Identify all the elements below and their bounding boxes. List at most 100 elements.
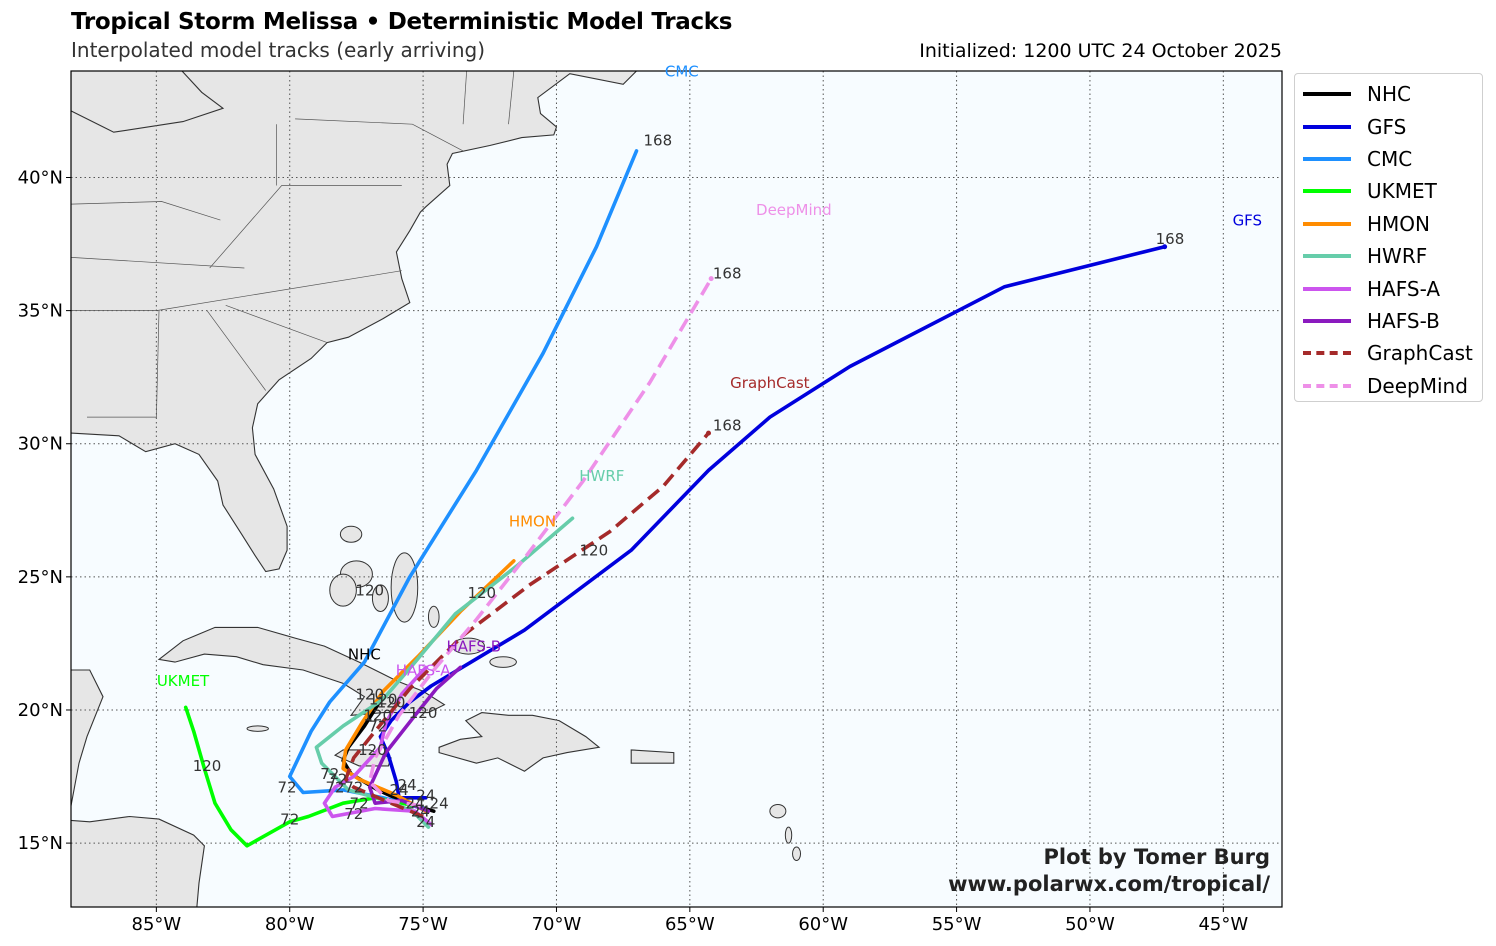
forecast-hour-label: 120	[409, 704, 438, 722]
lon-tick-label: 50°W	[1065, 914, 1115, 935]
lat-tick-label: 35°N	[18, 301, 63, 322]
forecast-hour-label: 72	[278, 779, 297, 797]
legend-swatch	[1303, 318, 1351, 323]
map-frame	[70, 70, 1283, 908]
state-border	[295, 118, 464, 152]
model-tracks	[183, 149, 1168, 848]
forecast-hour-label: 120	[358, 741, 387, 759]
lon-tick-label: 60°W	[798, 914, 848, 935]
forecast-hour-label: 24	[416, 813, 435, 831]
legend: NHC GFS CMC UKMET HMON HWRF HAFS-A HAFS-B GraphC…	[1294, 73, 1483, 402]
forecast-hour-label: 120	[579, 542, 608, 560]
chart-subtitle: Interpolated model tracks (early arrivin…	[71, 38, 486, 62]
legend-item-hwrf: HWRF	[1295, 240, 1482, 272]
lon-tick-label: 80°W	[265, 914, 315, 935]
legend-label: GFS	[1367, 114, 1407, 139]
lat-tick-label: 20°N	[18, 700, 63, 721]
lat-tick-label: 40°N	[18, 167, 63, 188]
track-ukmet	[183, 705, 417, 848]
state-border	[225, 304, 328, 343]
credit-author: Plot by Tomer Burg	[1043, 845, 1271, 869]
legend-swatch	[1303, 92, 1351, 97]
legend-item-hmon: HMON	[1295, 208, 1482, 240]
forecast-hour-label: 72	[328, 771, 347, 789]
track-end-marker	[1162, 244, 1168, 250]
chart-title: Tropical Storm Melissa • Deterministic M…	[71, 9, 733, 35]
small-island	[769, 803, 787, 819]
legend-item-gfs: GFS	[1295, 110, 1482, 142]
legend-swatch	[1303, 286, 1351, 291]
state-border	[71, 201, 221, 221]
central-america	[71, 669, 205, 907]
legend-label: HMON	[1367, 211, 1430, 236]
forecast-hour-label: 168	[644, 132, 673, 150]
legend-item-nhc: NHC	[1295, 78, 1482, 110]
legend-label: CMC	[1367, 146, 1413, 171]
forecast-hour-label: 24	[398, 776, 417, 794]
forecast-hour-label: 120	[467, 584, 496, 602]
small-island	[371, 584, 389, 612]
forecast-hour-label: 120	[369, 691, 398, 709]
lon-tick-label: 75°W	[398, 914, 448, 935]
legend-label: HWRF	[1367, 244, 1428, 269]
puerto-rico	[630, 749, 675, 764]
legend-item-deepmind: DeepMind	[1295, 370, 1482, 402]
forecast-hour-label: 72	[320, 765, 339, 783]
lat-tick-label: 15°N	[18, 833, 63, 854]
credit-url: www.polarwx.com/tropical/	[948, 872, 1270, 896]
forecast-hour-label: 72	[368, 717, 387, 735]
legend-swatch	[1303, 156, 1351, 161]
model-name-label: GFS	[1233, 211, 1263, 229]
state-border	[462, 71, 467, 125]
legend-label: GraphCast	[1367, 341, 1473, 366]
lon-tick-label: 85°W	[132, 914, 182, 935]
lat-tick-label: 25°N	[18, 567, 63, 588]
lon-tick-label: 65°W	[665, 914, 715, 935]
state-border	[71, 257, 245, 269]
legend-label: HAFS-B	[1367, 308, 1440, 333]
cuba	[157, 626, 446, 716]
graticule	[71, 71, 1282, 907]
forecast-hour-label: 72	[350, 794, 369, 812]
forecast-hour-label: 24	[430, 794, 449, 812]
model-name-label: DeepMind	[756, 201, 832, 219]
forecast-hour-label: 120	[363, 707, 392, 725]
small-island	[489, 656, 517, 668]
track-labels: NHC2472120168GFS7212016872120UKMET72120H…	[157, 132, 1262, 832]
legend-swatch	[1303, 124, 1351, 129]
initialization-time: Initialized: 1200 UTC 24 October 2025	[919, 40, 1282, 62]
forecast-hour-label: 120	[355, 685, 384, 703]
legend-item-hafs-a: HAFS-A	[1295, 272, 1482, 304]
legend-swatch	[1303, 189, 1351, 194]
legend-item-graphcast: GraphCast	[1295, 337, 1482, 369]
model-name-label: HMON	[509, 512, 556, 530]
forecast-hour-label: 120	[193, 757, 222, 775]
model-name-label: HAFS-B	[446, 637, 501, 655]
track-gfs	[378, 244, 1167, 800]
forecast-hour-label: 72	[344, 779, 363, 797]
state-border	[209, 185, 402, 269]
forecast-hour-label: 72	[344, 805, 363, 823]
track-end-marker	[706, 430, 712, 436]
legend-label: UKMET	[1367, 179, 1437, 204]
track-end-marker	[708, 276, 714, 282]
forecast-hour-label: 72	[280, 810, 299, 828]
lon-tick-label: 55°W	[932, 914, 982, 935]
forecast-hour-label: 120	[377, 693, 406, 711]
legend-label: NHC	[1367, 82, 1411, 107]
great-lakes-cutout	[71, 71, 225, 133]
forecast-hour-label: 24	[416, 787, 435, 805]
land-layer	[71, 71, 802, 907]
model-name-label: UKMET	[157, 672, 210, 690]
track-deepmind	[367, 277, 713, 808]
forecast-hour-label: 168	[713, 416, 742, 434]
forecast-hour-label: 24	[406, 794, 425, 812]
legend-swatch	[1303, 254, 1351, 259]
model-name-label: HWRF	[579, 467, 624, 485]
lat-tick-label: 30°N	[18, 434, 63, 455]
model-name-label: GraphCast	[730, 374, 809, 392]
forecast-hour-label: 24	[411, 802, 430, 820]
model-name-label: CMC	[665, 62, 699, 80]
forecast-hour-label: 72	[326, 779, 345, 797]
state-border	[156, 270, 402, 311]
